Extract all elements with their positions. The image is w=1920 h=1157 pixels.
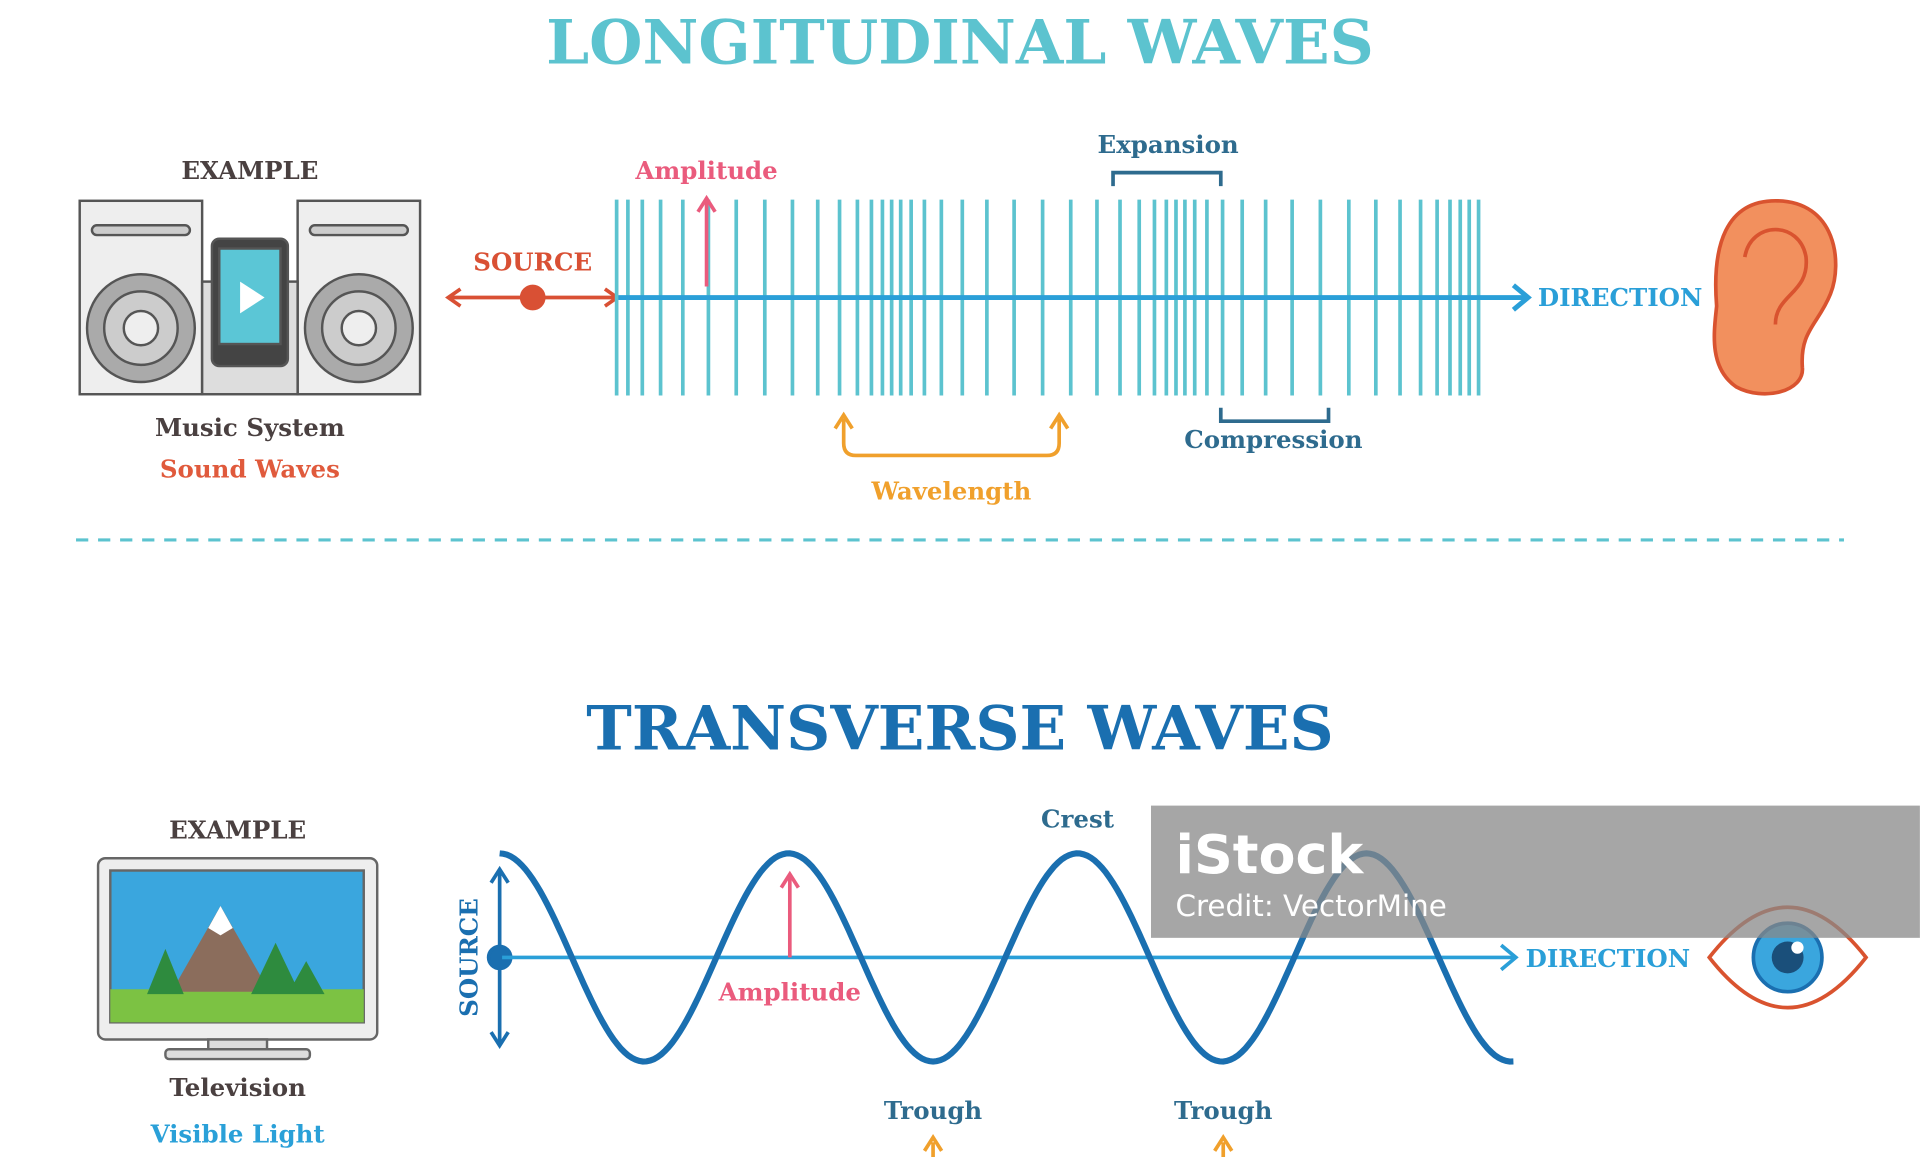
source-label: SOURCE	[455, 898, 484, 1017]
ear-icon	[1712, 198, 1838, 396]
television-icon	[96, 857, 379, 1061]
trough-label: Trough	[1174, 1096, 1273, 1125]
amplitude-label: Amplitude	[634, 156, 777, 185]
direction-label: DIRECTION	[1526, 944, 1690, 973]
compression-label: Compression	[1184, 425, 1362, 454]
expansion-bracket	[1111, 170, 1223, 187]
amplitude-label: Amplitude	[718, 977, 861, 1006]
trough-label: Trough	[884, 1096, 983, 1125]
example-heading: EXAMPLE	[181, 156, 318, 185]
direction-arrow	[618, 283, 1532, 312]
wavelength-arrow	[833, 411, 1070, 458]
amplitude-arrow	[696, 194, 717, 287]
expansion-label: Expansion	[1098, 130, 1239, 159]
wave-kind: Visible Light	[150, 1119, 326, 1148]
title: TRANSVERSE WAVES	[586, 693, 1333, 764]
wave-kind: Sound Waves	[160, 454, 340, 483]
wavelength-label: Wavelength	[871, 477, 1032, 506]
amplitude-arrow	[779, 870, 800, 958]
watermark: iStock Credit: VectorMine	[1150, 805, 1920, 938]
watermark-credit: Credit: VectorMine	[1175, 889, 1446, 923]
direction-arrow	[502, 943, 1519, 972]
trough-arrows	[922, 1133, 1234, 1157]
direction-label: DIRECTION	[1538, 283, 1702, 312]
crest-label: Crest	[1041, 805, 1115, 834]
example-heading: EXAMPLE	[169, 816, 306, 845]
source-label: SOURCE	[473, 248, 592, 277]
music-system-icon	[78, 199, 422, 396]
example-label: Television	[169, 1073, 306, 1102]
watermark-brand: iStock	[1175, 823, 1364, 886]
example-label: Music System	[155, 413, 345, 442]
compression-bracket	[1218, 407, 1331, 424]
title: LONGITUDINAL WAVES	[546, 8, 1374, 79]
source-arrow	[445, 284, 621, 311]
